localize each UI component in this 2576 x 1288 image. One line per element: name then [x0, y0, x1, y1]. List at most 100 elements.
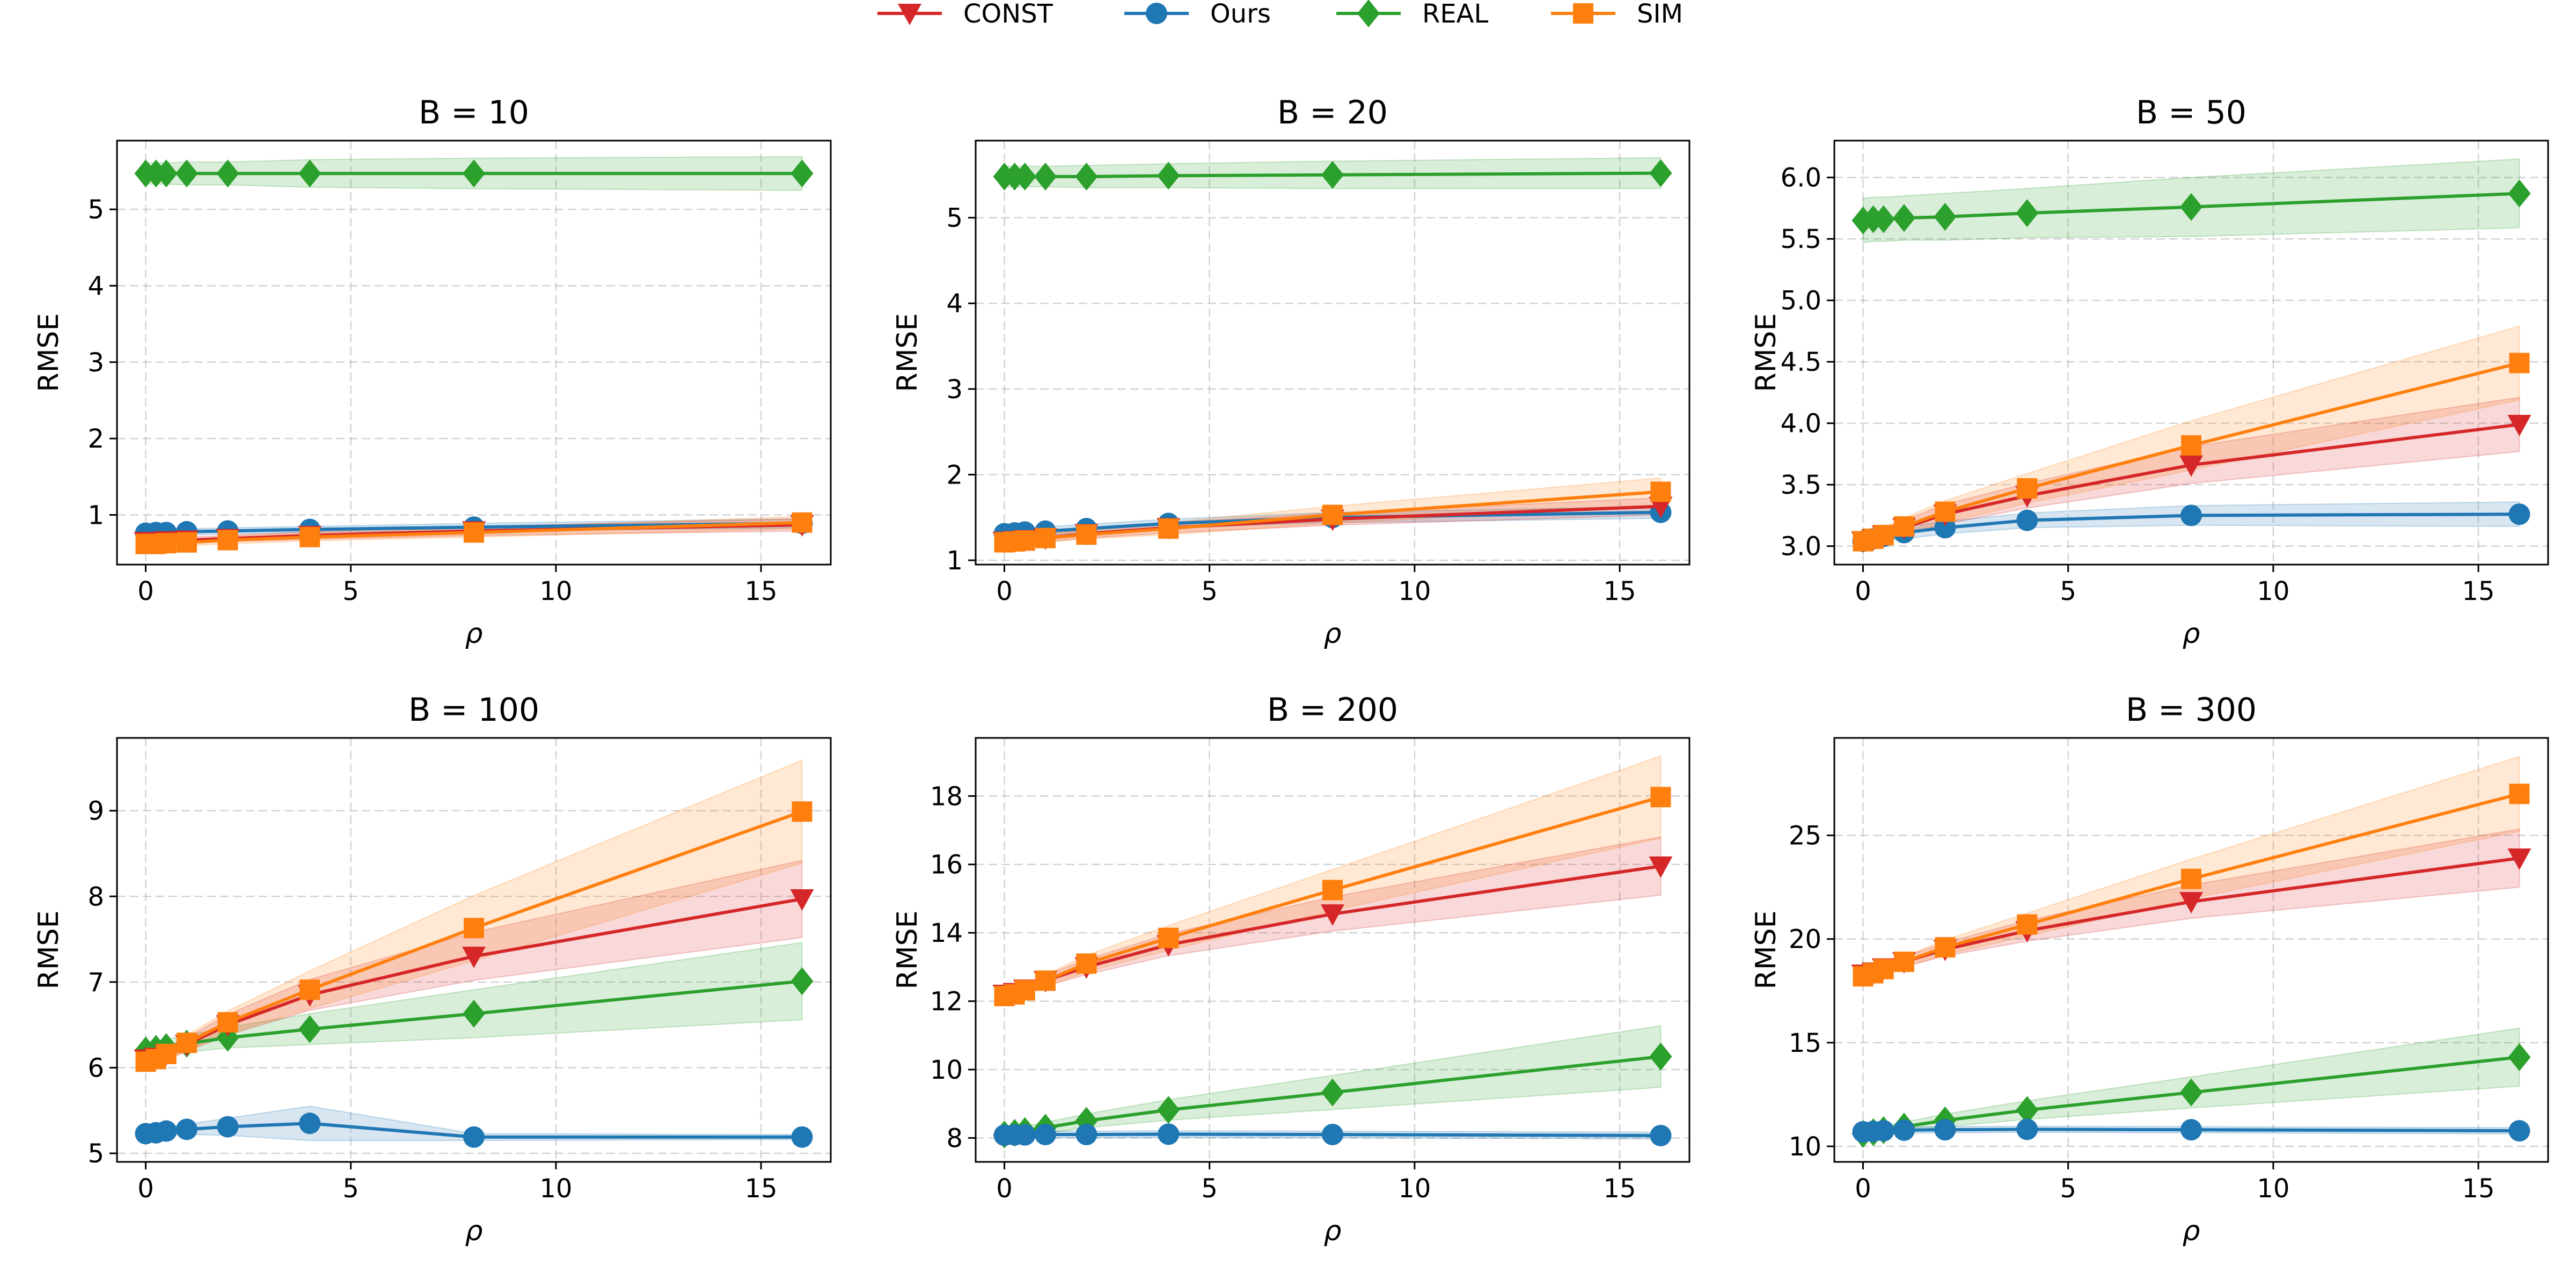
x-tick-label: 5 — [1201, 1174, 1218, 1204]
point-sim — [1935, 501, 1956, 522]
point-ours — [2180, 1119, 2202, 1141]
legend-marker — [898, 4, 921, 25]
y-tick-label: 8 — [946, 1123, 963, 1153]
point-real — [155, 159, 178, 188]
y-tick-label: 3.0 — [1781, 532, 1821, 562]
point-real — [2180, 1078, 2202, 1107]
point-real — [175, 159, 198, 188]
y-tick-label: 16 — [930, 850, 963, 880]
point-real — [1892, 204, 1915, 232]
point-sim — [2509, 784, 2530, 804]
point-sim — [1076, 953, 1097, 974]
axes-frame — [116, 140, 832, 566]
subplot-b100: B = 100 0 5 10 15 5 6 7 8 9 ρ RMSE — [33, 691, 832, 1247]
legend-entry-real: REAL — [1336, 0, 1489, 29]
x-tick-label: 5 — [2060, 1174, 2076, 1204]
point-real — [1075, 163, 1098, 191]
y-tick-label: 5.5 — [1781, 224, 1821, 254]
y-tick-label: 9 — [87, 796, 104, 826]
point-sim — [1935, 937, 1956, 958]
point-const — [2179, 892, 2203, 914]
y-tick-label: 6 — [87, 1053, 104, 1083]
axes-frame — [1833, 737, 2549, 1163]
point-real — [2016, 199, 2039, 228]
x-tick-label: 0 — [137, 576, 154, 606]
point-sim — [792, 512, 813, 533]
point-sim — [1322, 880, 1343, 901]
axes-frame — [975, 140, 1690, 566]
point-real — [1321, 160, 1344, 189]
y-tick-label: 10 — [930, 1055, 963, 1085]
legend-label: REAL — [1422, 0, 1489, 29]
y-tick-label: 5 — [87, 195, 104, 225]
x-tick-label: 5 — [2060, 576, 2076, 606]
axes-frame — [1833, 140, 2549, 566]
point-ours — [463, 1126, 485, 1148]
point-const — [2179, 455, 2203, 477]
point-real — [2508, 1043, 2531, 1071]
point-ours — [2508, 1120, 2530, 1142]
point-const — [1649, 856, 1673, 878]
point-sim — [217, 1012, 238, 1033]
legend-marker — [1573, 3, 1593, 24]
point-sim — [1322, 504, 1343, 525]
point-ours — [299, 1113, 321, 1135]
y-tick-label: 3.5 — [1781, 470, 1821, 500]
x-axis-label: ρ — [2182, 1215, 2200, 1247]
point-ours — [1075, 1124, 1097, 1146]
point-ours — [155, 1120, 177, 1142]
point-real — [298, 159, 321, 188]
point-sim — [1076, 524, 1097, 545]
legend-entry-ours: Ours — [1124, 0, 1271, 29]
x-tick-label: 10 — [539, 576, 572, 606]
x-tick-label: 10 — [539, 1174, 572, 1204]
x-tick-label: 0 — [137, 1174, 154, 1204]
point-sim — [2181, 868, 2201, 889]
legend-entry-const: CONST — [877, 0, 1053, 29]
point-sim — [2017, 914, 2038, 935]
point-sim — [156, 533, 177, 554]
subplot-title: B = 50 — [2136, 94, 2246, 131]
subplot-title: B = 200 — [1267, 691, 1398, 729]
point-real — [298, 1015, 321, 1043]
legend-label: SIM — [1637, 0, 1683, 29]
y-tick-label: 18 — [930, 781, 963, 811]
point-const — [2507, 414, 2531, 436]
legend: CONST Ours REAL SIM — [877, 0, 1683, 29]
point-real — [1649, 159, 1672, 187]
x-tick-label: 10 — [1398, 576, 1431, 606]
x-tick-label: 0 — [996, 576, 1013, 606]
x-tick-label: 15 — [745, 1174, 778, 1204]
y-axis-label: RMSE — [1750, 911, 1782, 990]
x-tick-label: 5 — [342, 576, 359, 606]
point-sim — [464, 918, 484, 939]
y-tick-label: 2 — [946, 460, 963, 490]
x-axis-label: ρ — [2182, 618, 2200, 650]
y-tick-label: 14 — [930, 918, 963, 948]
point-ours — [1322, 1124, 1343, 1146]
x-tick-label: 15 — [1604, 1174, 1636, 1204]
y-tick-label: 3 — [87, 348, 104, 378]
point-const — [462, 946, 486, 968]
x-axis-label: ρ — [465, 618, 482, 650]
y-axis-label: RMSE — [891, 313, 924, 392]
x-tick-label: 0 — [1855, 576, 1871, 606]
point-ours — [2016, 1118, 2038, 1140]
y-axis-label: RMSE — [1750, 313, 1782, 392]
point-ours — [1893, 1119, 1915, 1141]
point-real — [1934, 202, 1957, 231]
subplot-b300: B = 300 0 5 10 15 10 15 20 25 ρ RMSE — [1750, 691, 2549, 1247]
point-sim — [1893, 952, 1914, 972]
point-real — [1649, 1042, 1672, 1071]
point-sim — [1893, 516, 1914, 537]
point-real — [216, 159, 239, 188]
y-axis-label: RMSE — [891, 911, 924, 990]
point-sim — [464, 522, 484, 543]
subplot-b200: B = 200 0 5 10 15 8 10 12 14 16 18 ρ RMSE — [891, 691, 1690, 1247]
x-axis-label: ρ — [1323, 618, 1341, 650]
point-sim — [1035, 970, 1056, 991]
point-ours — [175, 1118, 197, 1140]
subplot-b20: B = 20 0 5 10 15 1 2 3 4 5 ρ RMSE — [891, 94, 1690, 650]
legend-marker — [1146, 3, 1167, 24]
